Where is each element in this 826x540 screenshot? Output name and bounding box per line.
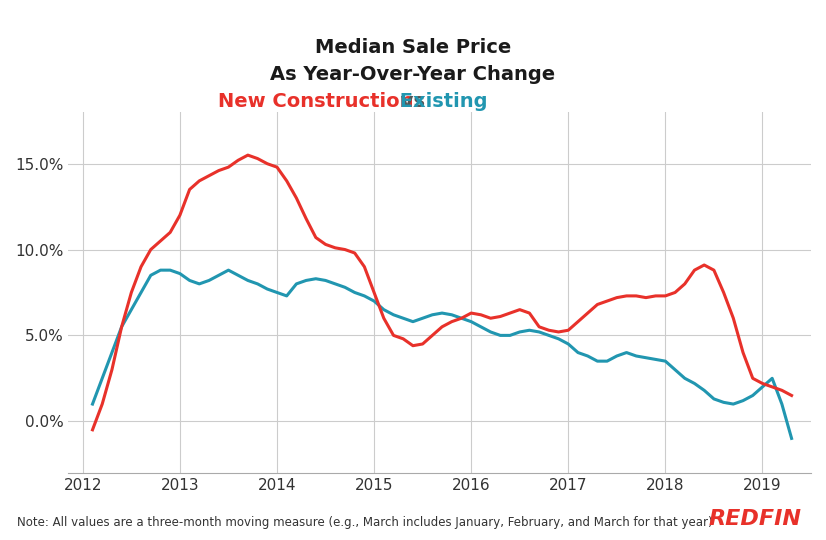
Text: Existing: Existing <box>339 92 487 111</box>
Text: vs: vs <box>394 92 432 111</box>
Text: New Construction: New Construction <box>217 92 413 111</box>
Text: REDFIN: REDFIN <box>708 509 801 529</box>
Text: Note: All values are a three-month moving measure (e.g., March includes January,: Note: All values are a three-month movin… <box>17 516 712 529</box>
Text: Median Sale Price: Median Sale Price <box>315 38 511 57</box>
Text: As Year-Over-Year Change: As Year-Over-Year Change <box>270 65 556 84</box>
